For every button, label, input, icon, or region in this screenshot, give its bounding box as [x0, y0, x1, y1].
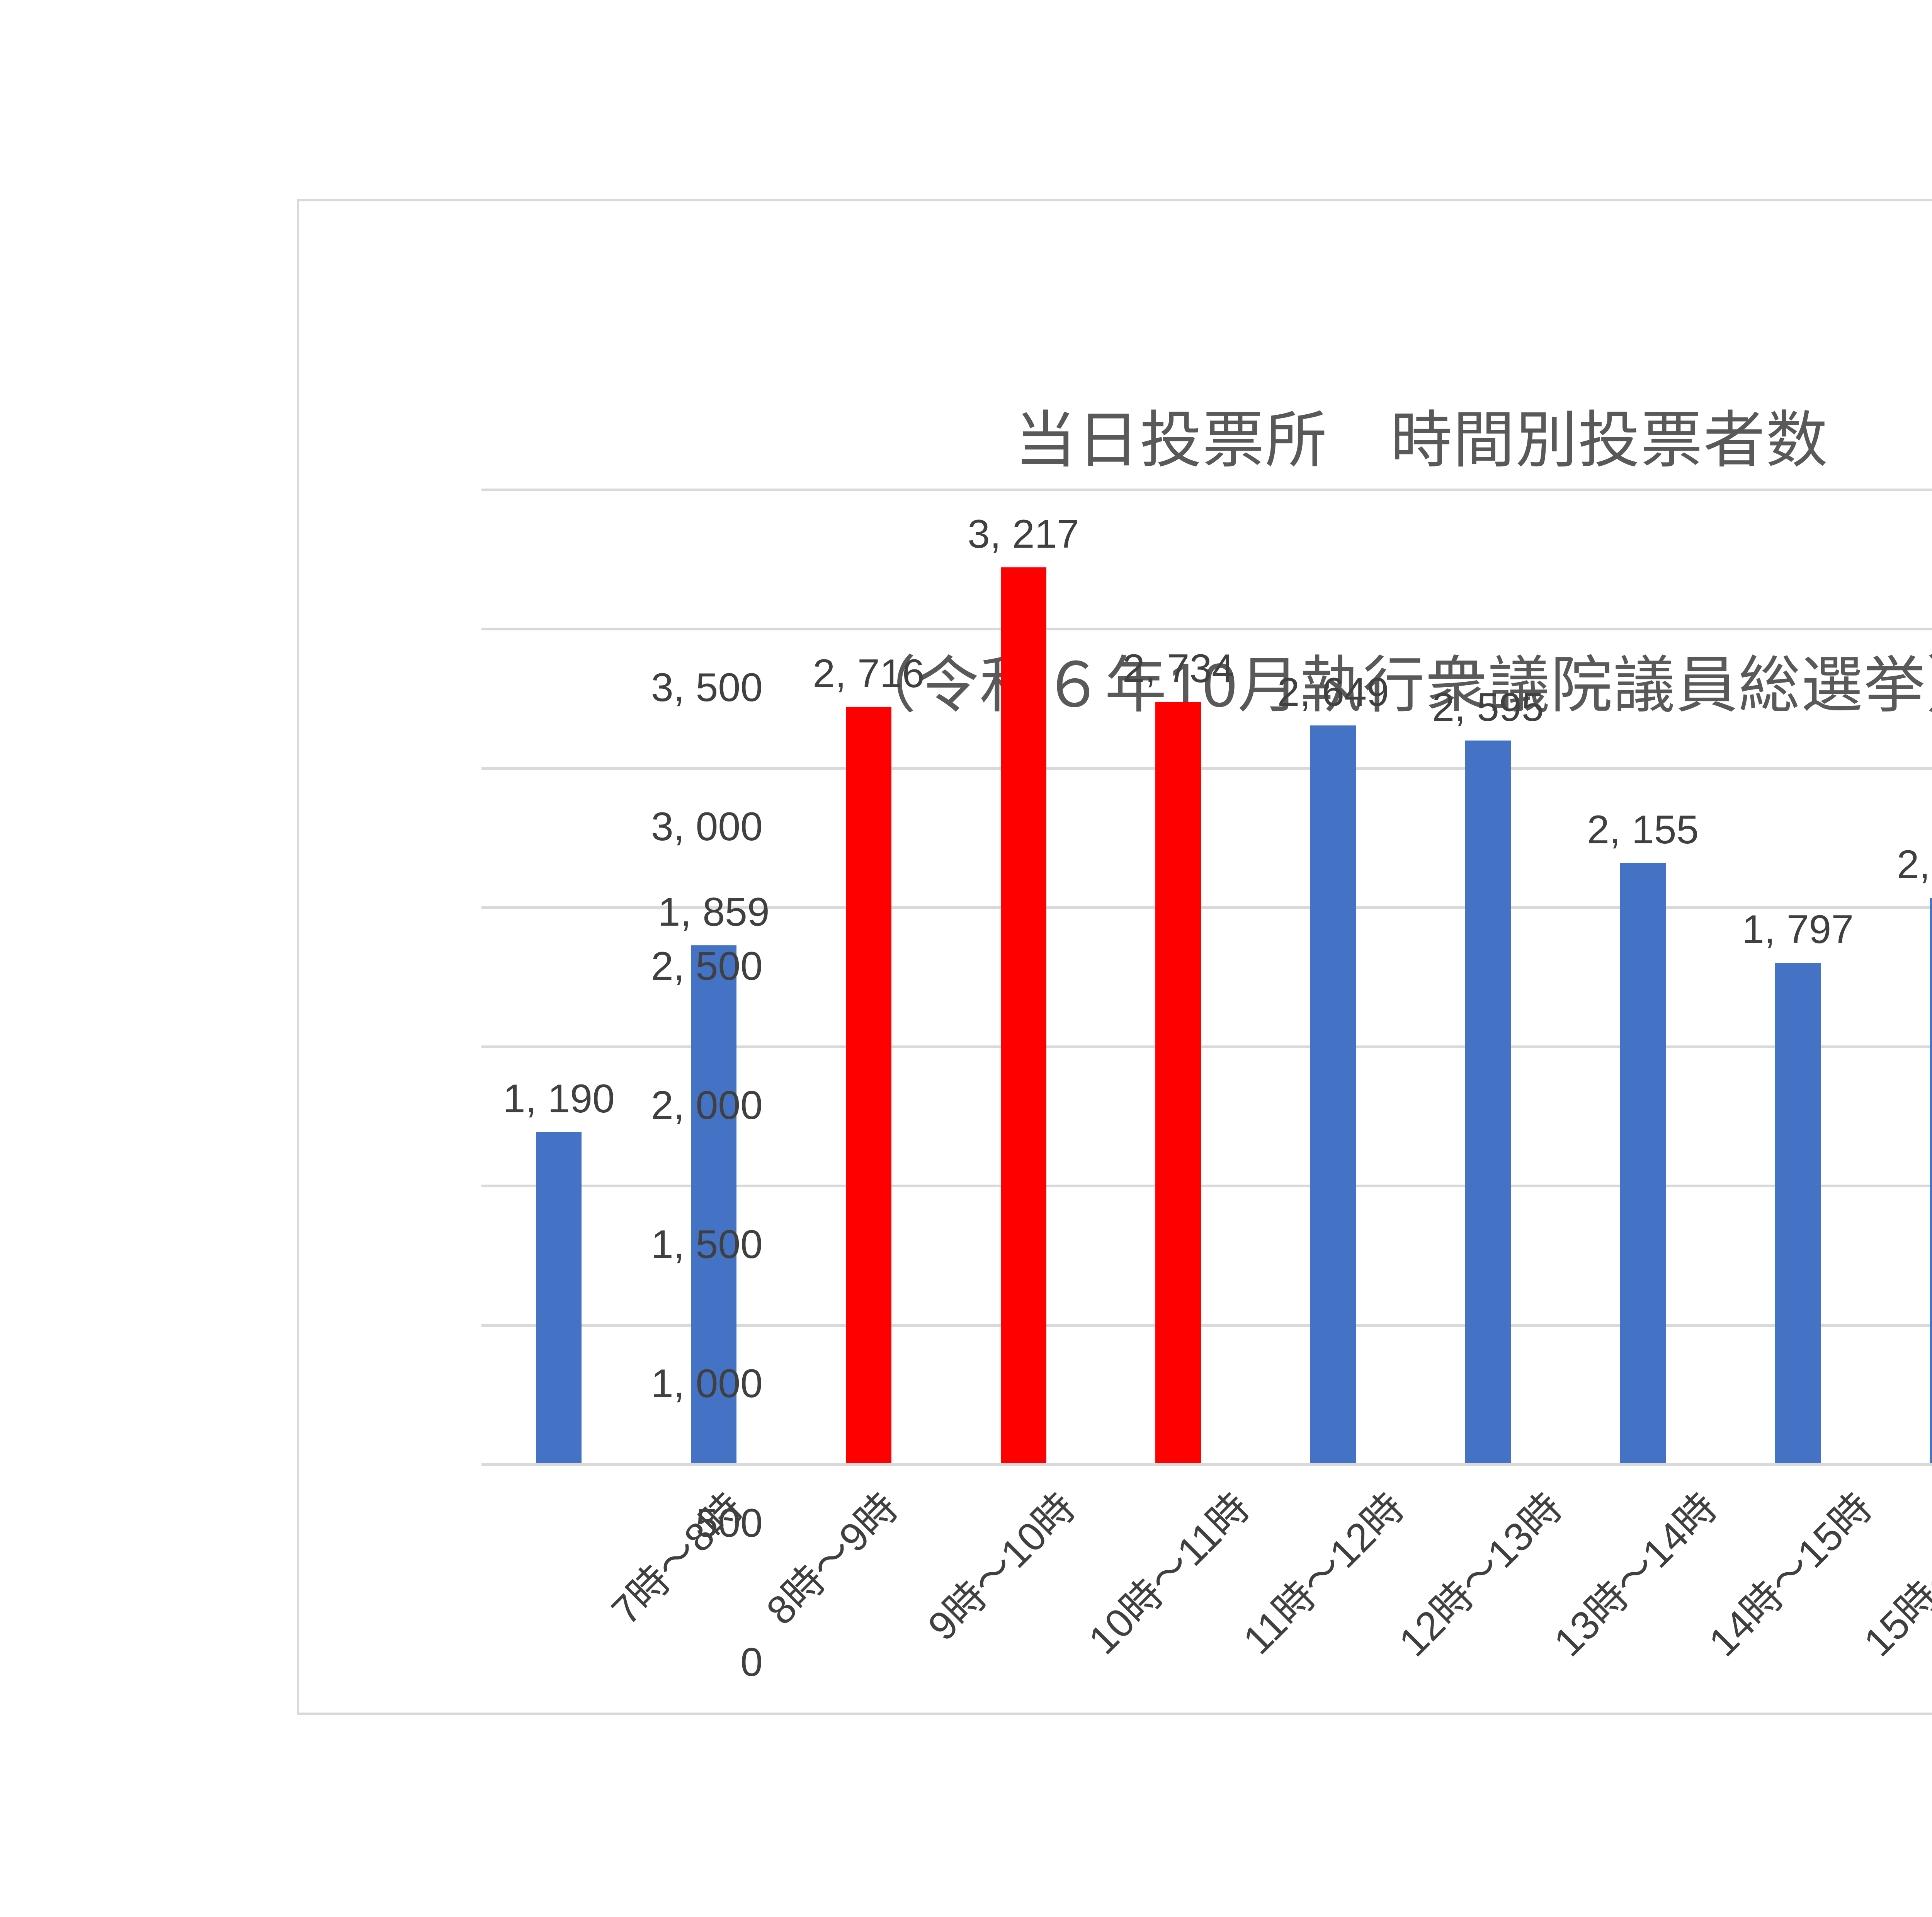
bar-value-label: 1, 797: [1742, 907, 1854, 952]
bar-value-label: 2, 649: [1277, 670, 1389, 715]
bar-slot: 2, 716: [791, 489, 946, 1463]
x-axis-tick: 10時～11時: [946, 1463, 1258, 1711]
bar-slot: 1, 797: [1720, 489, 1875, 1463]
gridline: [481, 1324, 1932, 1327]
bar[interactable]: [536, 1132, 582, 1463]
gridline: [481, 628, 1932, 631]
chart-frame: 当日投票所 時間別投票者数 （令和６年10月執行衆議院議員総選挙） 1, 190…: [297, 199, 1932, 1715]
bar-value-label: 2, 716: [813, 651, 925, 696]
y-axis: 3, 500 3, 000 2, 500 2, 000 1, 500 1, 000 500 0: [596, 667, 763, 1682]
y-axis-tick-label: 2, 000: [651, 1083, 763, 1128]
bar[interactable]: [1000, 567, 1046, 1463]
bar-slot: 2, 030: [1875, 489, 1932, 1463]
bar[interactable]: [1155, 701, 1201, 1463]
bar-slot: 1, 190: [481, 489, 636, 1463]
y-axis-tick-label: 1, 000: [651, 1361, 763, 1406]
y-axis-tick-label: 1, 500: [651, 1222, 763, 1267]
y-axis-tick-label: 3, 500: [651, 665, 763, 710]
bar-slot: 1, 859: [636, 489, 791, 1463]
bar[interactable]: [1775, 963, 1821, 1463]
x-axis-tick: 16時～17時: [1875, 1463, 1932, 1711]
gridline: [481, 767, 1932, 770]
gridline: [481, 489, 1932, 491]
x-axis-tick: 9時～10時: [791, 1463, 1084, 1711]
gridline: [481, 1463, 1932, 1466]
x-axis-tick: 8時～9時: [636, 1463, 906, 1711]
bar[interactable]: [691, 945, 737, 1463]
bar-slot: 2, 595: [1411, 489, 1566, 1463]
bar[interactable]: [1620, 863, 1666, 1463]
x-axis: 7時～8時 8時～9時 9時～10時 10時～11時 11時～12時 12時～13時 13時…: [481, 1463, 1932, 1711]
gridline: [481, 906, 1932, 909]
gridline: [481, 1185, 1932, 1188]
bar[interactable]: [845, 707, 891, 1463]
y-axis-tick-label: 2, 500: [651, 943, 763, 989]
plot-area: 1, 190 1, 859 2, 716 3, 217 2, 734 2, 649 2, 5…: [481, 489, 1932, 1466]
bar[interactable]: [1930, 898, 1932, 1463]
x-axis-tick: 11時～12時: [1101, 1463, 1413, 1711]
bar-value-label: 1, 859: [658, 890, 770, 935]
bar-slot: 2, 649: [1256, 489, 1411, 1463]
bar-value-label: 3, 217: [968, 511, 1080, 557]
x-axis-tick: 13時～14時: [1411, 1463, 1726, 1711]
bar-value-label: 1, 190: [503, 1076, 615, 1121]
y-axis-tick-label: 500: [696, 1500, 763, 1546]
bar[interactable]: [1465, 741, 1511, 1463]
bar-value-label: 2, 595: [1432, 685, 1544, 730]
gridline: [481, 1045, 1932, 1049]
x-axis-tick: 12時～13時: [1256, 1463, 1571, 1711]
bar-value-label: 2, 734: [1122, 646, 1235, 691]
chart-title-line-1: 当日投票所 時間別投票者数: [1014, 405, 1828, 475]
bar-slot: 2, 155: [1565, 489, 1720, 1463]
y-axis-tick-label: 0: [740, 1640, 763, 1685]
bar[interactable]: [1310, 725, 1356, 1463]
x-axis-tick: 14時～15時: [1565, 1463, 1881, 1711]
y-axis-tick-label: 3, 000: [651, 804, 763, 850]
bar-slot: 3, 217: [946, 489, 1101, 1463]
bar-slot: 2, 734: [1101, 489, 1256, 1463]
bar-value-label: 2, 155: [1587, 807, 1699, 853]
x-axis-tick: 15時～16時: [1720, 1463, 1932, 1711]
bar-value-label: 2, 030: [1896, 842, 1930, 887]
x-axis-tick: 7時～8時: [481, 1463, 752, 1711]
